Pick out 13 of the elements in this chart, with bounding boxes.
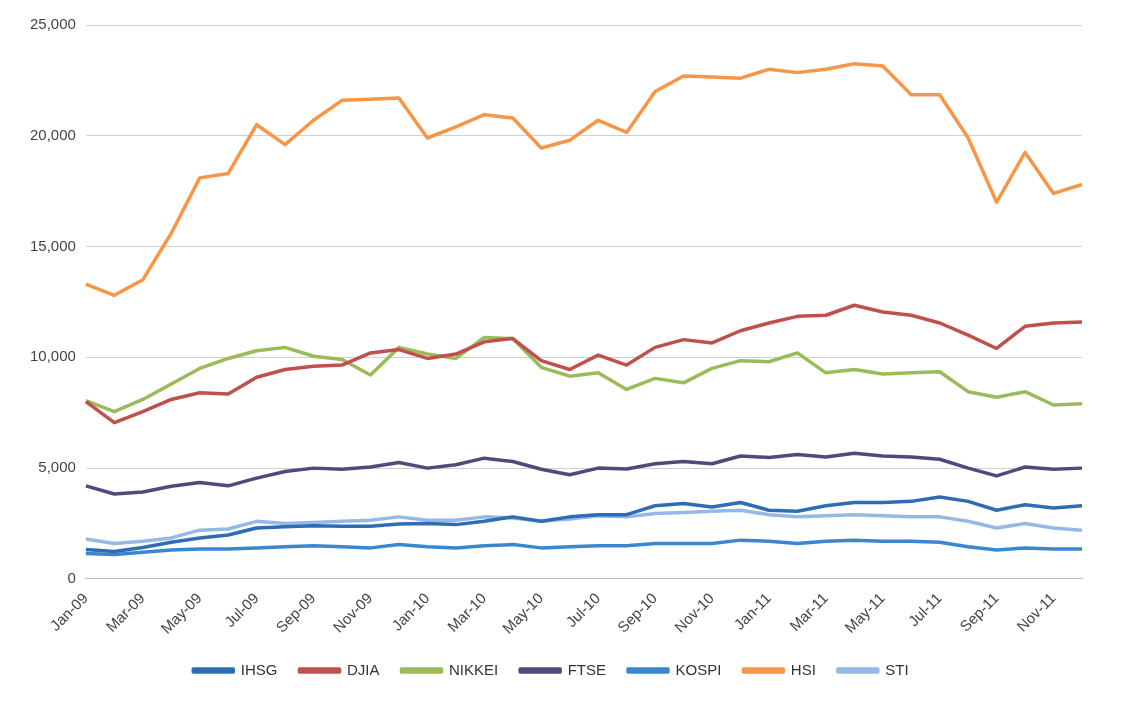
legend-label: DJIA — [346, 660, 380, 678]
legend-label: HSI — [790, 660, 816, 678]
y-tick-label: 15,000 — [29, 236, 76, 254]
legend-label: STI — [885, 660, 909, 678]
legend-label: FTSE — [567, 660, 607, 678]
y-tick-label: 10,000 — [29, 347, 76, 365]
legend-label: IHSG — [240, 660, 278, 678]
y-tick-label: 5,000 — [38, 458, 76, 476]
legend-label: KOSPI — [675, 660, 722, 678]
y-tick-label: 25,000 — [29, 15, 76, 33]
legend-label: NIKKEI — [448, 660, 499, 678]
y-tick-label: 0 — [67, 569, 76, 587]
y-tick-label: 20,000 — [29, 125, 76, 143]
